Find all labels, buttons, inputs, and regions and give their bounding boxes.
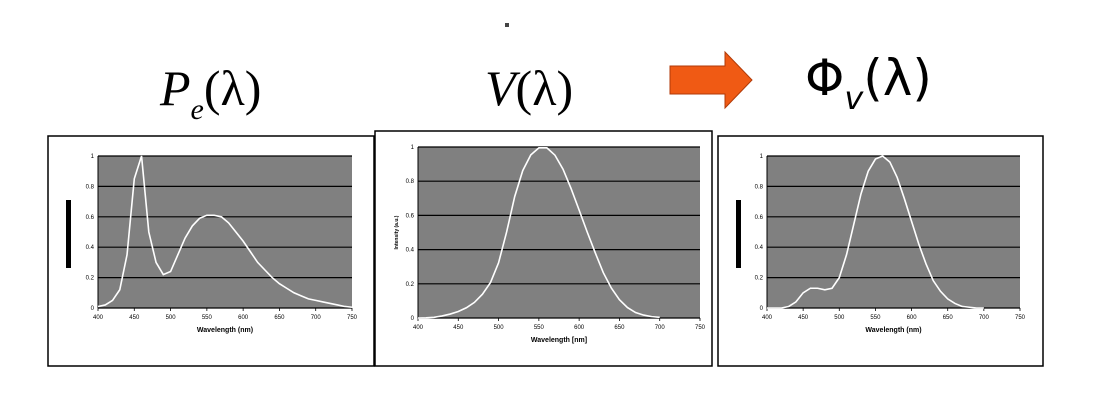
x-tick-label: 450 (453, 325, 464, 331)
x-tick-label: 450 (798, 315, 809, 321)
x-axis-label: Wavelength (nm) (865, 327, 921, 334)
x-tick-label: 550 (870, 315, 881, 321)
x-tick-label: 600 (574, 325, 585, 331)
y-tick-label: 0.2 (406, 282, 415, 288)
x-tick-label: 550 (202, 315, 213, 321)
x-tick-label: 500 (494, 325, 505, 331)
x-tick-label: 600 (238, 315, 249, 321)
x-tick-label: 650 (274, 315, 285, 321)
panel-frame (47, 135, 375, 367)
arrow (669, 50, 753, 110)
title-symbol: P (159, 60, 191, 116)
y-tick-label: 0.4 (86, 245, 95, 251)
y-tick-label: 0.6 (755, 215, 764, 221)
title-symbol: V (485, 60, 521, 116)
y-tick-label: 0 (760, 306, 764, 312)
x-tick-label: 650 (614, 325, 625, 331)
title: V(λ) (485, 60, 573, 116)
x-axis-label: Wavelength [nm] (531, 337, 587, 344)
y-tick-label: 0 (411, 316, 415, 322)
x-tick-label: 650 (943, 315, 954, 321)
y-tick-label: 0.8 (755, 184, 764, 190)
x-tick-label: 700 (655, 325, 666, 331)
y-tick-label: 0.2 (755, 276, 764, 282)
y-tick-label: 0.6 (406, 213, 415, 219)
y-tick-label: 1 (91, 154, 95, 160)
title: Φv(λ) (805, 49, 932, 117)
y-tick-label: 0.2 (86, 276, 95, 282)
title-argument: (λ) (863, 49, 932, 107)
x-tick-label: 750 (695, 325, 706, 331)
y-tick-label: 0.4 (755, 245, 764, 251)
y-tick-label: 0.6 (86, 215, 95, 221)
y-tick-label: 0.4 (406, 248, 415, 254)
x-tick-label: 450 (129, 315, 140, 321)
x-tick-label: 400 (413, 325, 424, 331)
axis-label-bar (66, 200, 71, 268)
title-subscript: v (844, 79, 864, 117)
x-tick-label: 550 (534, 325, 545, 331)
y-tick-label: 0 (91, 306, 95, 312)
x-tick-label: 400 (93, 315, 104, 321)
title-argument: (λ) (516, 60, 574, 116)
data-line (767, 155, 984, 309)
y-tick-label: 1 (760, 154, 764, 160)
dot-accent (505, 23, 509, 27)
x-axis-label: Wavelength (nm) (197, 327, 253, 334)
title-symbol: Φ (805, 49, 844, 107)
plot-area (418, 147, 700, 318)
x-tick-label: 500 (166, 315, 177, 321)
y-tick-label: 1 (411, 145, 415, 151)
panel-frame (374, 130, 713, 367)
plot-area (98, 156, 352, 308)
x-tick-label: 700 (311, 315, 322, 321)
x-tick-label: 750 (347, 315, 358, 321)
x-tick-label: 750 (1015, 315, 1026, 321)
x-tick-label: 400 (762, 315, 773, 321)
plot-area (767, 156, 1020, 308)
title-argument: (λ) (204, 60, 262, 116)
y-tick-label: 0.8 (406, 179, 415, 185)
x-tick-label: 500 (834, 315, 845, 321)
y-axis-label: Intensity (a.u.) (394, 215, 400, 249)
axis-label-bar (736, 200, 741, 268)
title-subscript: e (191, 93, 204, 126)
panel-frame (717, 135, 1044, 367)
x-tick-label: 700 (979, 315, 990, 321)
data-line (97, 155, 353, 309)
title: Pe(λ) (159, 60, 261, 126)
x-tick-label: 600 (907, 315, 918, 321)
y-tick-label: 0.8 (86, 184, 95, 190)
data-line (417, 147, 660, 319)
